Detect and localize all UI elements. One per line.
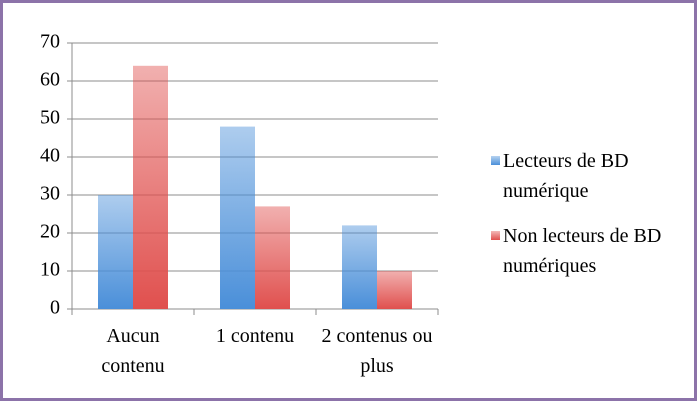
legend-label: Non lecteurs de BD numériques [503,225,662,277]
bar [133,65,168,309]
legend-label: Lecteurs de BD numérique [503,150,629,202]
x-tick-label: 2 contenus ou plus [321,325,433,377]
y-tick-label: 10 [40,259,60,281]
chart: 0 10 20 30 40 50 60 70 [40,31,439,319]
bar [342,225,377,309]
bar [98,195,133,309]
y-tick-label: 0 [50,297,60,319]
legend-swatch [491,156,500,165]
y-tick-label: 20 [40,221,60,243]
bar [220,126,255,309]
x-tick-label: Aucun contenu [101,325,165,377]
legend-swatch [491,231,500,240]
bar [255,206,290,309]
y-tick-label: 40 [40,145,60,167]
y-tick-label: 50 [40,107,60,129]
y-tick-label: 30 [40,183,60,205]
x-tick-label: 1 contenu [215,325,295,347]
bar [377,271,412,309]
y-tick-label: 60 [40,69,60,91]
y-tick-label: 70 [40,31,60,53]
